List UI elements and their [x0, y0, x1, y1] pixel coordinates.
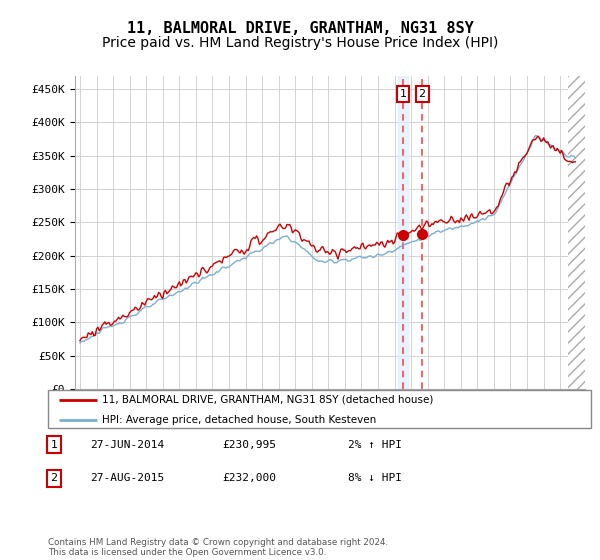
Text: 2% ↑ HPI: 2% ↑ HPI	[348, 440, 402, 450]
Text: 11, BALMORAL DRIVE, GRANTHAM, NG31 8SY (detached house): 11, BALMORAL DRIVE, GRANTHAM, NG31 8SY (…	[102, 395, 434, 405]
Text: Price paid vs. HM Land Registry's House Price Index (HPI): Price paid vs. HM Land Registry's House …	[102, 36, 498, 50]
Text: 27-JUN-2014: 27-JUN-2014	[90, 440, 164, 450]
Bar	[568, 76, 593, 389]
Text: 2: 2	[50, 473, 58, 483]
Text: £232,000: £232,000	[222, 473, 276, 483]
Text: 8% ↓ HPI: 8% ↓ HPI	[348, 473, 402, 483]
Text: Contains HM Land Registry data © Crown copyright and database right 2024.
This d: Contains HM Land Registry data © Crown c…	[48, 538, 388, 557]
Text: 1: 1	[400, 89, 406, 99]
FancyBboxPatch shape	[48, 390, 591, 428]
Text: £230,995: £230,995	[222, 440, 276, 450]
Text: 1: 1	[50, 440, 58, 450]
Text: HPI: Average price, detached house, South Kesteven: HPI: Average price, detached house, Sout…	[102, 415, 377, 425]
Text: 11, BALMORAL DRIVE, GRANTHAM, NG31 8SY: 11, BALMORAL DRIVE, GRANTHAM, NG31 8SY	[127, 21, 473, 36]
Text: 27-AUG-2015: 27-AUG-2015	[90, 473, 164, 483]
Bar	[568, 76, 593, 389]
Bar	[398, 76, 408, 389]
Text: 2: 2	[419, 89, 426, 99]
